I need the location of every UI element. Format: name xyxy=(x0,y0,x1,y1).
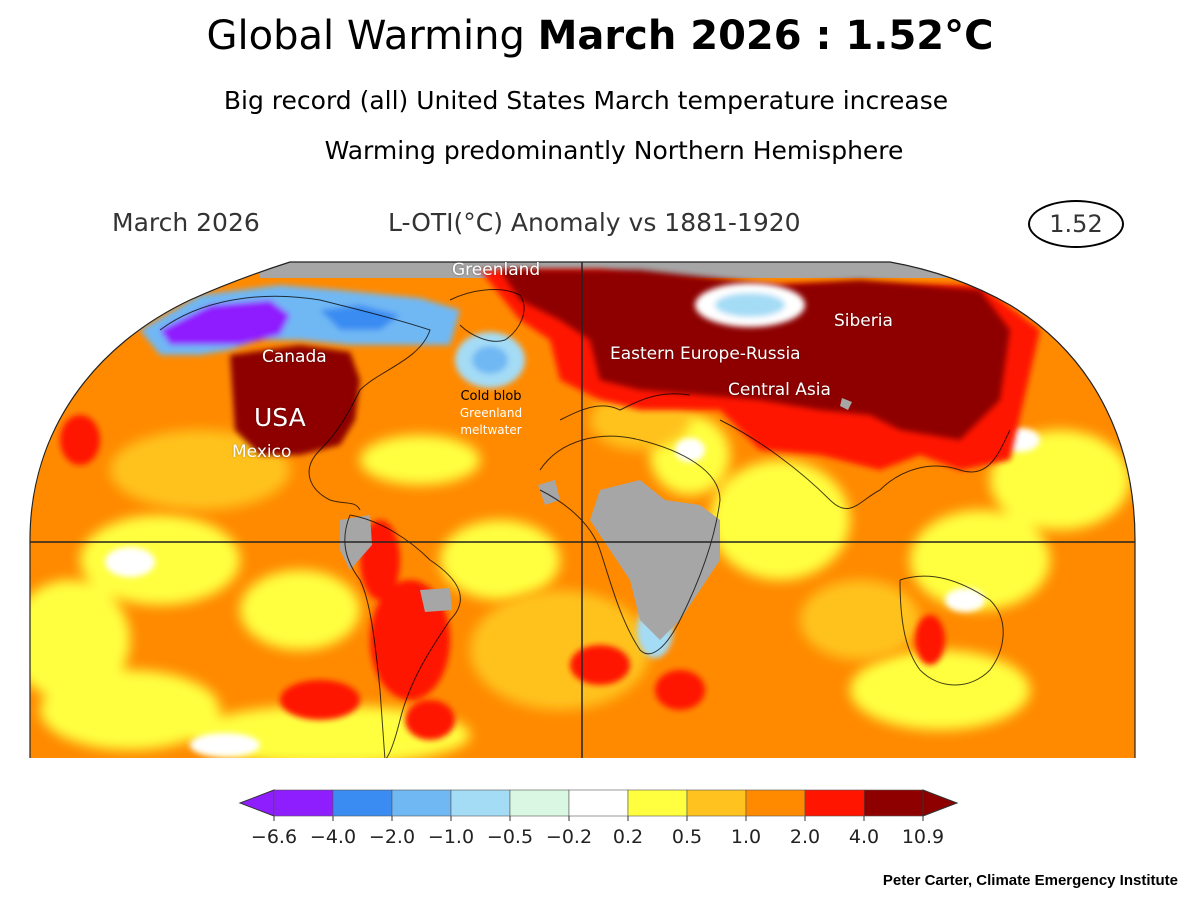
subtitle-2: Warming predominantly Northern Hemispher… xyxy=(324,136,904,165)
colorbar-segment xyxy=(568,789,629,817)
colorbar-tick-label: 1.0 xyxy=(731,826,761,848)
colorbar-segment xyxy=(863,789,924,817)
global-value-ellipse: 1.52 xyxy=(1028,200,1124,248)
colorbar-tick-label: −0.2 xyxy=(546,826,592,848)
colorbar-segment xyxy=(391,789,452,817)
colorbar-segment xyxy=(627,789,688,817)
global-value: 1.52 xyxy=(1049,210,1103,238)
colorbar-tick-label: 0.2 xyxy=(613,826,643,848)
map-quantity: L-OTI(°C) Anomaly vs 1881-1920 xyxy=(388,208,801,237)
colorbar-arrow-low xyxy=(238,789,275,817)
mild-warm-regions xyxy=(30,415,1130,758)
colorbar-segment xyxy=(332,789,393,817)
colorbar-tick-label: 2.0 xyxy=(790,826,820,848)
cold-blob-line-2: Greenland xyxy=(459,406,523,420)
credit-text: Peter Carter, Climate Emergency Institut… xyxy=(882,872,1178,889)
colorbar: −6.6 −4.0 −2.0 −1.0 −0.5 −0.2 0.2 0.5 1.0 2.0 4.0 1… xyxy=(238,789,959,848)
cold-blob-line-3: meltwater xyxy=(460,423,522,437)
label-eastern-europe-russia: Eastern Europe-Russia xyxy=(610,344,801,364)
anomaly-map xyxy=(29,261,1136,758)
label-greenland: Greenland xyxy=(452,260,541,280)
near-zero-regions xyxy=(105,428,1040,757)
colorbar-segment xyxy=(273,789,334,817)
colorbar-segment xyxy=(686,789,747,817)
colorbar-tick-label: −4.0 xyxy=(310,826,356,848)
colorbar-segment xyxy=(745,789,806,817)
colorbar-tick-label: 0.5 xyxy=(672,826,702,848)
colorbar-tick-label: 4.0 xyxy=(849,826,879,848)
no-data-regions xyxy=(340,398,852,640)
colorbar-segment xyxy=(509,789,570,817)
cold-blob-line-1: Cold blob xyxy=(460,389,522,404)
extreme-warm-regions xyxy=(230,270,1010,455)
label-siberia: Siberia xyxy=(834,311,893,331)
colorbar-segment xyxy=(804,789,865,817)
main-title: Global Warming March 2026 : 1.52°C xyxy=(0,8,1200,64)
title-bold: March 2026 : 1.52°C xyxy=(537,13,994,59)
title-prefix: Global Warming xyxy=(206,13,525,59)
colorbar-tick-label: −0.5 xyxy=(487,826,533,848)
colorbar-tick-label: −6.6 xyxy=(251,826,297,848)
colorbar-arrow-high xyxy=(922,789,959,817)
label-usa: USA xyxy=(254,403,306,432)
subtitle-1: Big record (all) United States March tem… xyxy=(223,86,949,115)
label-canada: Canada xyxy=(262,347,327,367)
label-mexico: Mexico xyxy=(232,442,292,462)
colorbar-tick-label: −2.0 xyxy=(369,826,415,848)
colorbar-tick-label: 10.9 xyxy=(902,826,944,848)
colorbar-segment xyxy=(450,789,511,817)
map-period: March 2026 xyxy=(112,208,260,237)
colorbar-tick-label: −1.0 xyxy=(428,826,474,848)
map-fill xyxy=(30,262,1135,758)
map-outline xyxy=(29,261,1136,758)
label-cold-blob: Cold blob Greenland meltwater xyxy=(436,388,546,439)
label-central-asia: Central Asia xyxy=(728,380,831,400)
